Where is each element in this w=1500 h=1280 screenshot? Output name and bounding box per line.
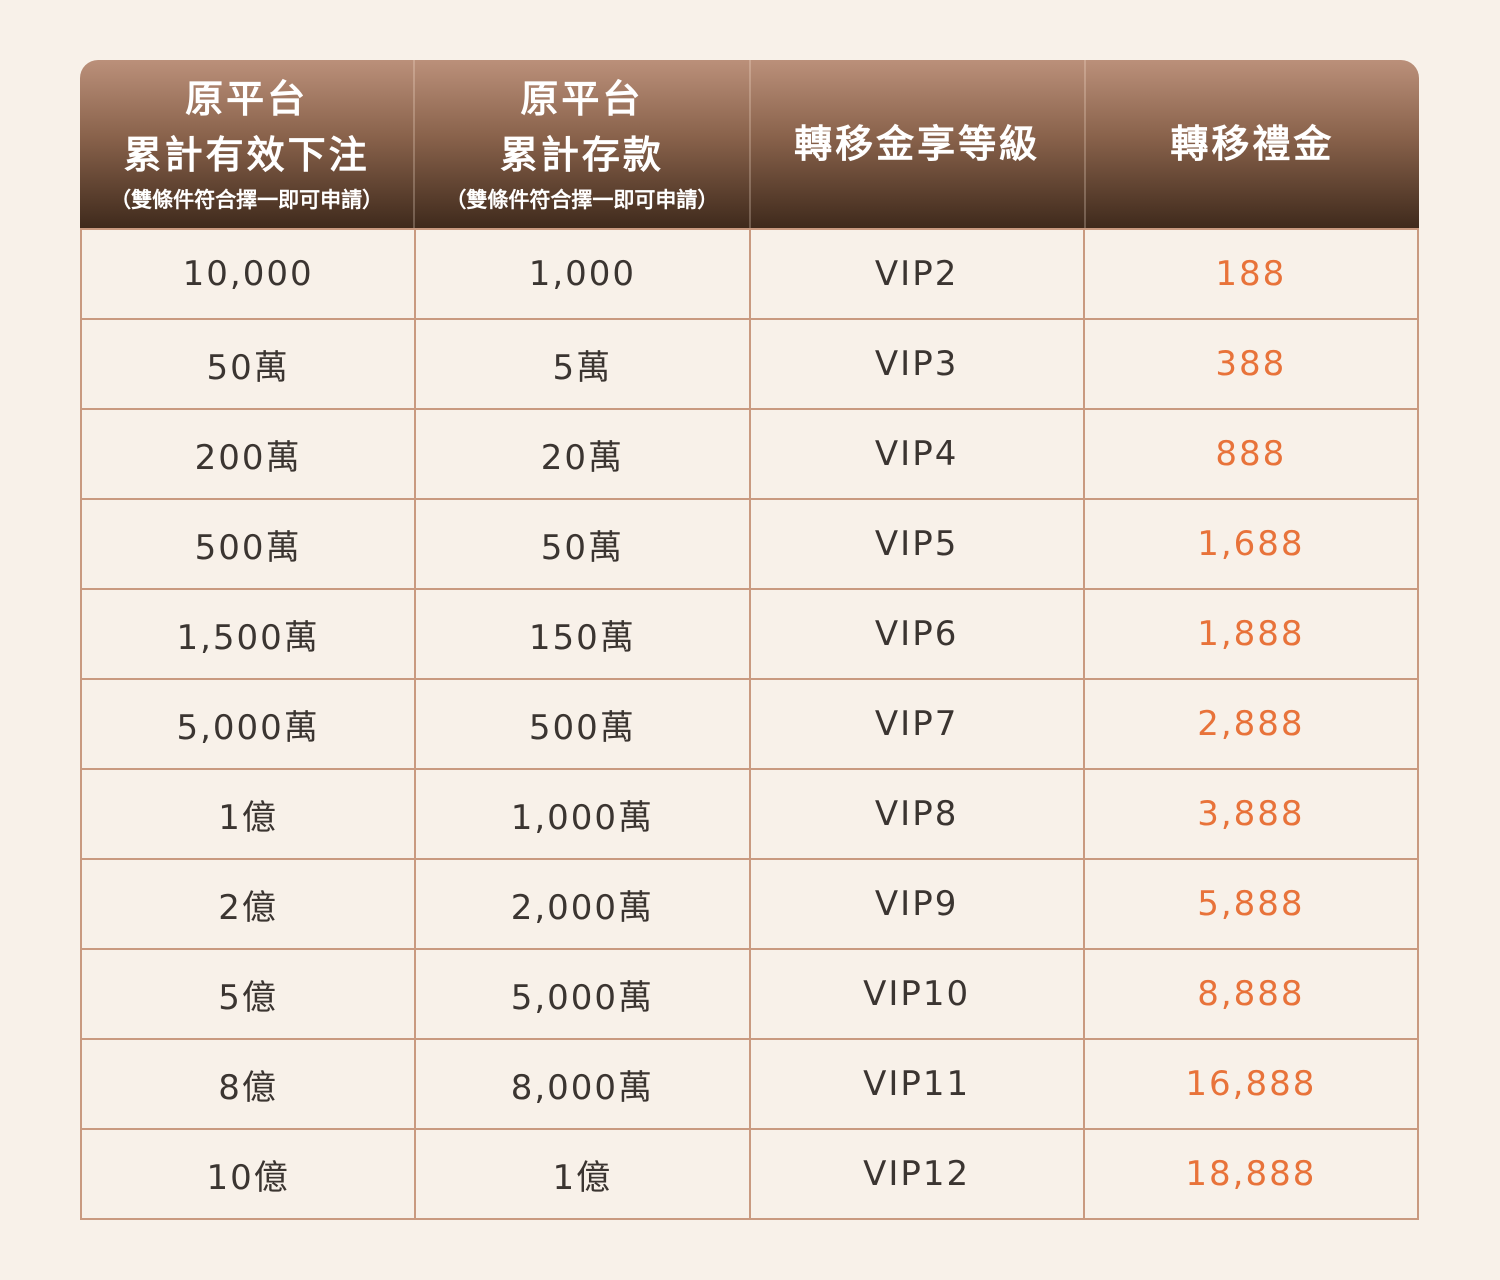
deposit-cell: 5萬 (416, 320, 751, 408)
deposit-cell: 50萬 (416, 500, 751, 588)
vip-transfer-table: 原平台 累計有效下注 （雙條件符合擇一即可申請） 原平台 累計存款 （雙條件符合… (80, 60, 1419, 1220)
table-body: 10,000 1,000 VIP2 188 50萬 5萬 VIP3 388 200萬 20萬 VIP… (80, 228, 1419, 1220)
header-line: 原平台 (185, 77, 309, 121)
gift-cell: 2,888 (1085, 680, 1419, 768)
gift-cell: 8,888 (1085, 950, 1419, 1038)
deposit-cell: 150萬 (416, 590, 751, 678)
table-row: 50萬 5萬 VIP3 388 (80, 320, 1419, 410)
deposit-cell: 1,000 (416, 230, 751, 318)
header-note: （雙條件符合擇一即可申請） (110, 188, 384, 212)
deposit-cell: 1億 (416, 1130, 751, 1218)
header-line: 原平台 (520, 77, 644, 121)
table-row: 200萬 20萬 VIP4 888 (80, 410, 1419, 500)
deposit-cell: 20萬 (416, 410, 751, 498)
table-row: 5億 5,000萬 VIP10 8,888 (80, 950, 1419, 1040)
table-row: 1億 1,000萬 VIP8 3,888 (80, 770, 1419, 860)
header-line: 轉移禮金 (1170, 122, 1335, 166)
table-row: 1,500萬 150萬 VIP6 1,888 (80, 590, 1419, 680)
header-line: 累計有效下注 (123, 133, 370, 177)
gift-cell: 18,888 (1085, 1130, 1419, 1218)
vip-level-cell: VIP10 (751, 950, 1085, 1038)
bet-cell: 50萬 (82, 320, 417, 408)
deposit-cell: 500萬 (416, 680, 751, 768)
bet-cell: 8億 (82, 1040, 417, 1128)
table-row: 10,000 1,000 VIP2 188 (80, 228, 1419, 320)
vip-level-cell: VIP7 (751, 680, 1085, 768)
table-row: 8億 8,000萬 VIP11 16,888 (80, 1040, 1419, 1130)
table-row: 2億 2,000萬 VIP9 5,888 (80, 860, 1419, 950)
header-cumulative-deposit: 原平台 累計存款 （雙條件符合擇一即可申請） (415, 60, 751, 228)
header-line: 轉移金享等級 (794, 122, 1041, 166)
bet-cell: 500萬 (82, 500, 417, 588)
vip-level-cell: VIP12 (751, 1130, 1085, 1218)
vip-level-cell: VIP5 (751, 500, 1085, 588)
gift-cell: 188 (1085, 230, 1419, 318)
gift-cell: 1,688 (1085, 500, 1419, 588)
table-row: 10億 1億 VIP12 18,888 (80, 1130, 1419, 1220)
bet-cell: 1,500萬 (82, 590, 417, 678)
deposit-cell: 8,000萬 (416, 1040, 751, 1128)
vip-level-cell: VIP2 (751, 230, 1085, 318)
bet-cell: 200萬 (82, 410, 417, 498)
bet-cell: 5,000萬 (82, 680, 417, 768)
gift-cell: 388 (1085, 320, 1419, 408)
vip-level-cell: VIP6 (751, 590, 1085, 678)
table-row: 5,000萬 500萬 VIP7 2,888 (80, 680, 1419, 770)
deposit-cell: 5,000萬 (416, 950, 751, 1038)
bet-cell: 2億 (82, 860, 417, 948)
header-note: （雙條件符合擇一即可申請） (445, 188, 719, 212)
gift-cell: 5,888 (1085, 860, 1419, 948)
header-cumulative-bet: 原平台 累計有效下注 （雙條件符合擇一即可申請） (80, 60, 416, 228)
gift-cell: 1,888 (1085, 590, 1419, 678)
bet-cell: 10億 (82, 1130, 417, 1218)
table-header: 原平台 累計有效下注 （雙條件符合擇一即可申請） 原平台 累計存款 （雙條件符合… (80, 60, 1419, 228)
gift-cell: 3,888 (1085, 770, 1419, 858)
vip-level-cell: VIP4 (751, 410, 1085, 498)
gift-cell: 888 (1085, 410, 1419, 498)
bet-cell: 1億 (82, 770, 417, 858)
vip-level-cell: VIP11 (751, 1040, 1085, 1128)
vip-level-cell: VIP3 (751, 320, 1085, 408)
deposit-cell: 2,000萬 (416, 860, 751, 948)
table-row: 500萬 50萬 VIP5 1,688 (80, 500, 1419, 590)
deposit-cell: 1,000萬 (416, 770, 751, 858)
vip-level-cell: VIP9 (751, 860, 1085, 948)
header-transfer-gift: 轉移禮金 (1086, 60, 1419, 228)
header-line: 累計存款 (499, 133, 664, 177)
bet-cell: 5億 (82, 950, 417, 1038)
header-vip-level: 轉移金享等級 (751, 60, 1086, 228)
gift-cell: 16,888 (1085, 1040, 1419, 1128)
bet-cell: 10,000 (82, 230, 417, 318)
vip-level-cell: VIP8 (751, 770, 1085, 858)
